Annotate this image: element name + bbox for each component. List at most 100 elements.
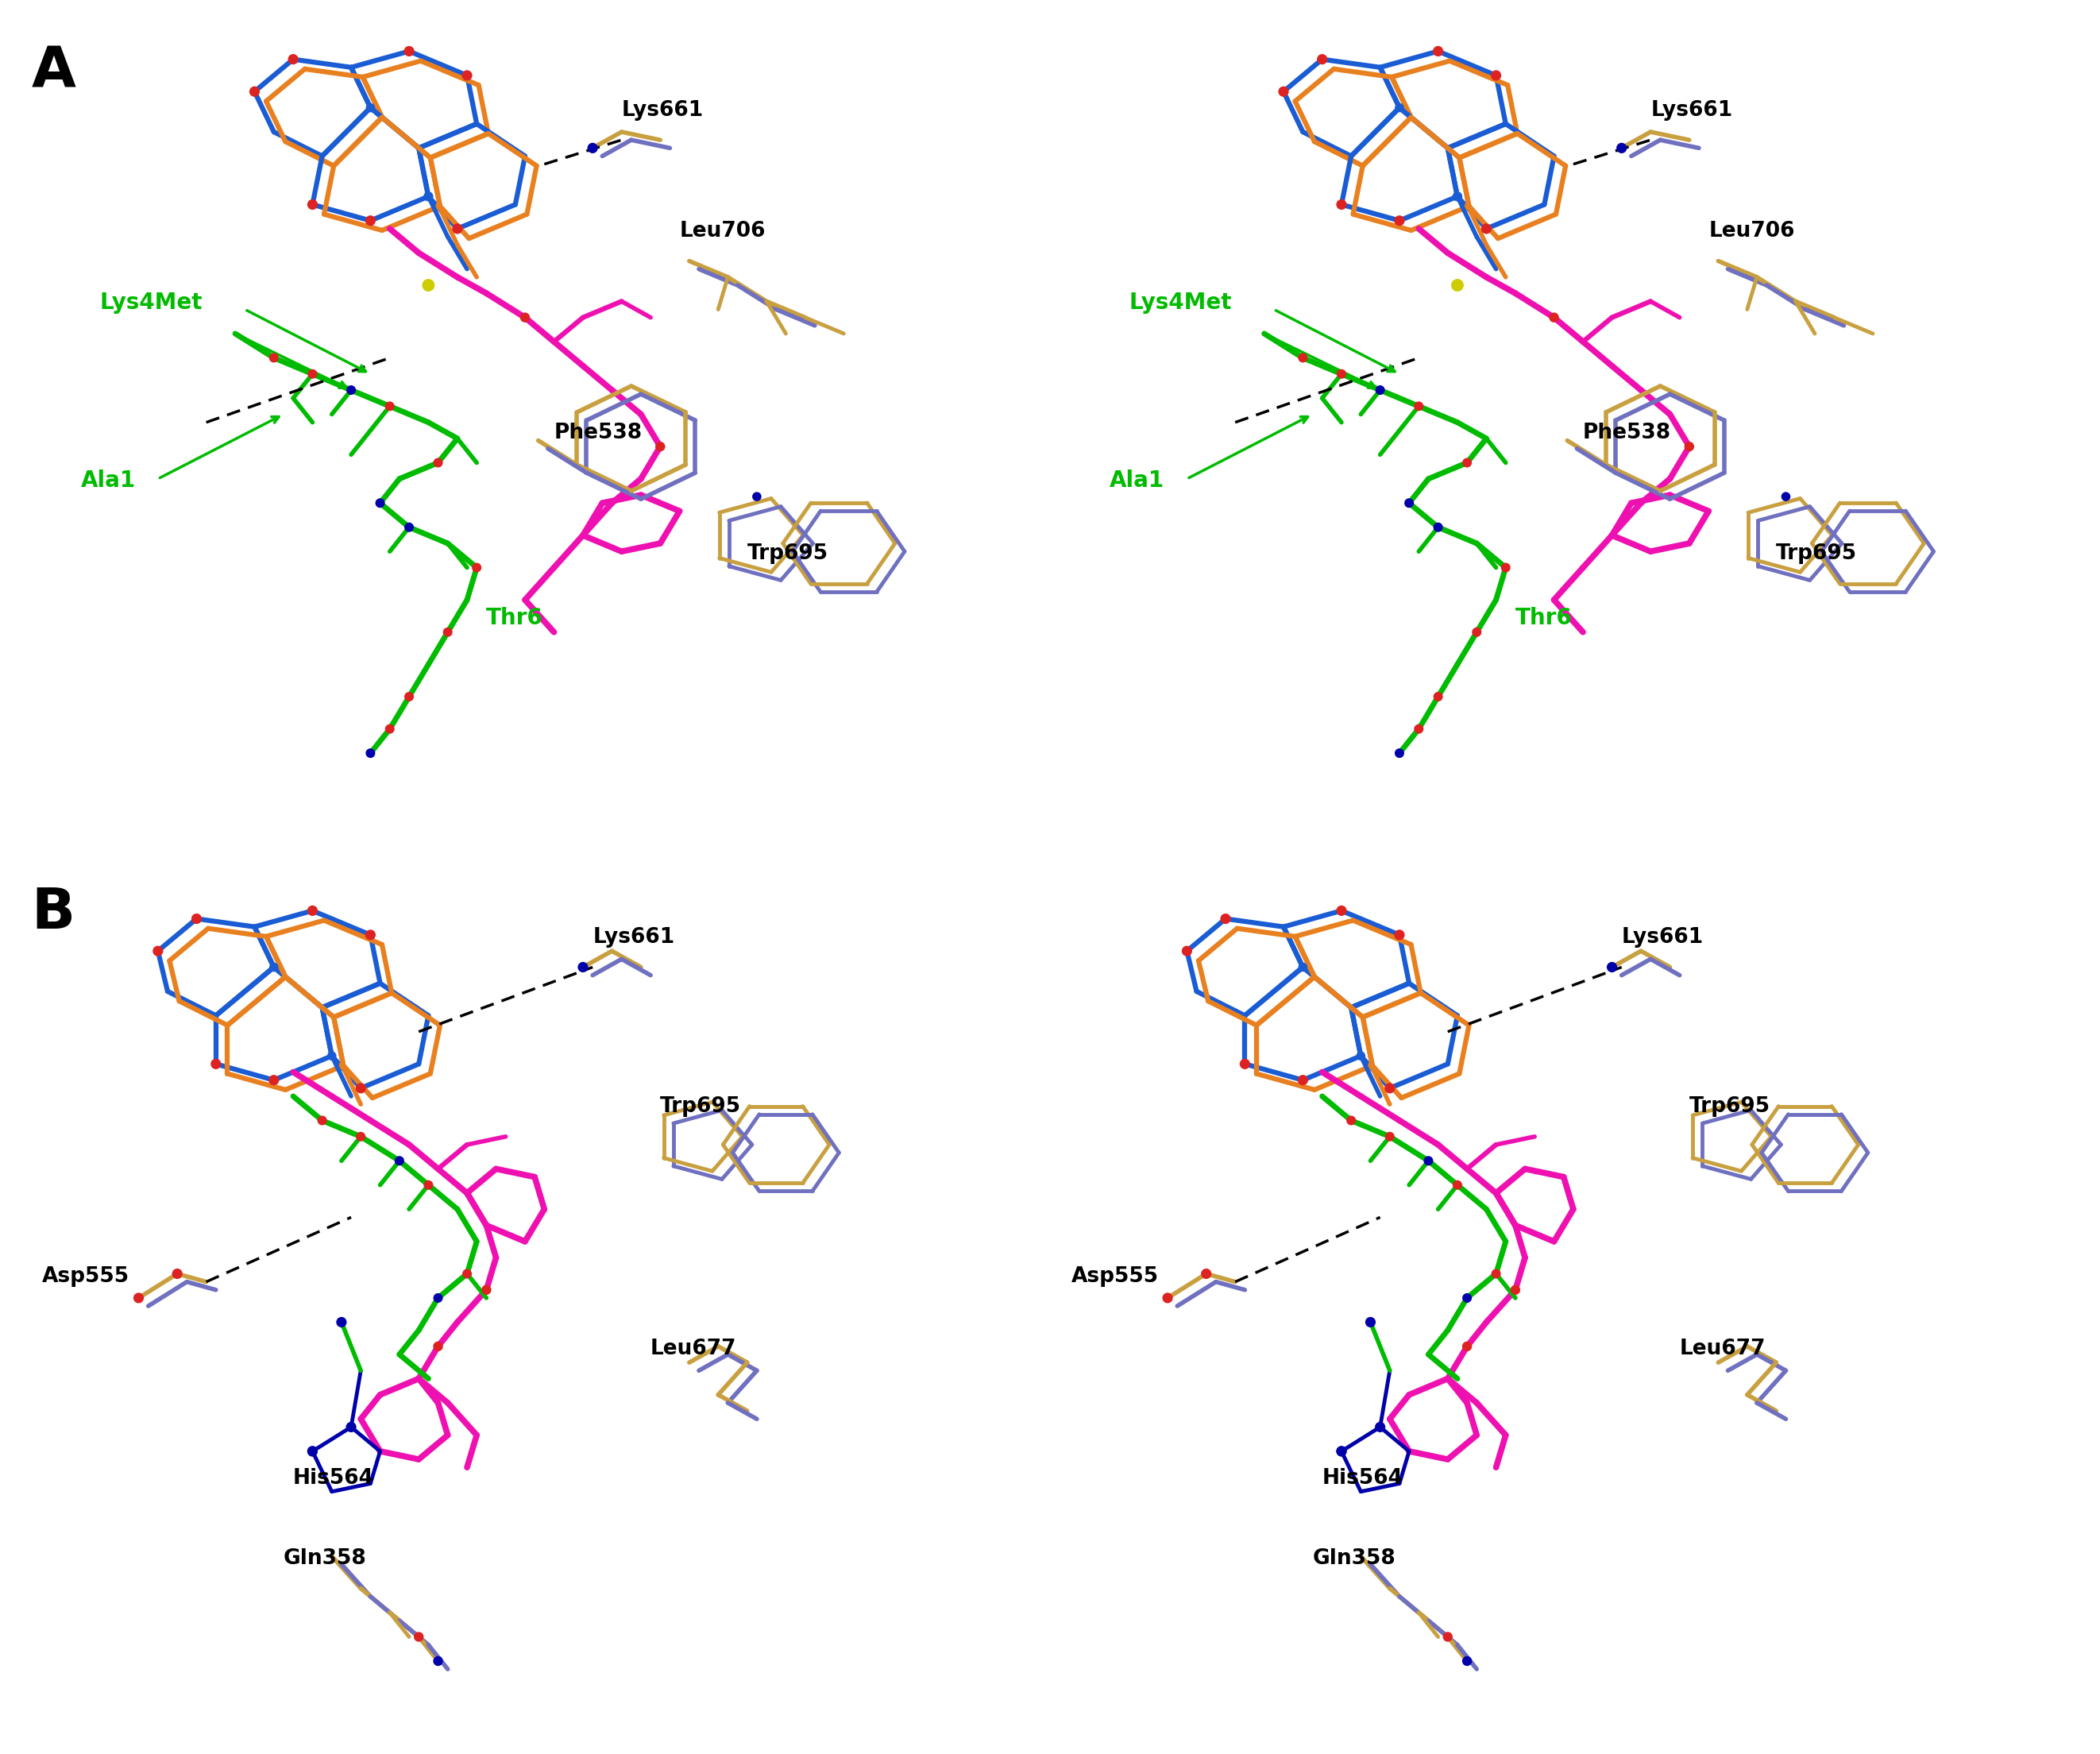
Point xyxy=(374,716,407,744)
Point xyxy=(1489,554,1522,582)
Point xyxy=(1392,489,1426,517)
Point xyxy=(1189,1259,1222,1287)
Point xyxy=(1373,1123,1407,1151)
Text: Lys661: Lys661 xyxy=(622,100,704,121)
Text: A: A xyxy=(31,44,76,98)
Point xyxy=(374,393,407,421)
Point xyxy=(382,1147,416,1175)
Text: Trp695: Trp695 xyxy=(1777,544,1856,565)
Point xyxy=(353,207,386,235)
Point xyxy=(353,93,386,121)
Text: Lys661: Lys661 xyxy=(1651,100,1733,121)
Text: Thr6: Thr6 xyxy=(1516,607,1573,630)
Point xyxy=(200,1051,233,1079)
Point xyxy=(393,682,426,710)
Point xyxy=(277,46,311,74)
Text: His564: His564 xyxy=(1323,1468,1403,1489)
Point xyxy=(1451,449,1485,477)
Point xyxy=(1210,905,1243,933)
Point xyxy=(1285,952,1319,980)
Point xyxy=(344,1123,378,1151)
Point xyxy=(393,37,426,65)
Point xyxy=(1151,1284,1184,1312)
Point xyxy=(1325,360,1359,388)
Point xyxy=(334,1414,368,1442)
Point xyxy=(1382,207,1415,235)
Point xyxy=(1228,1051,1262,1079)
Point xyxy=(1451,1284,1485,1312)
Point xyxy=(1363,375,1397,403)
Text: Leu706: Leu706 xyxy=(680,221,766,242)
Point xyxy=(1460,617,1493,645)
Point xyxy=(1373,1073,1407,1102)
Text: Phe538: Phe538 xyxy=(554,423,643,444)
Text: His564: His564 xyxy=(294,1468,374,1489)
Point xyxy=(122,1284,155,1312)
Point xyxy=(441,214,475,242)
Point xyxy=(422,1647,456,1675)
Point xyxy=(422,1333,456,1361)
Text: Leu706: Leu706 xyxy=(1709,221,1796,242)
Text: Lys661: Lys661 xyxy=(1621,928,1703,947)
Point xyxy=(296,1437,330,1465)
Point xyxy=(1430,1622,1464,1651)
Point xyxy=(237,77,271,105)
Point xyxy=(353,921,386,949)
Point xyxy=(1499,1275,1533,1303)
Text: Lys4Met: Lys4Met xyxy=(101,291,204,314)
Text: Ala1: Ala1 xyxy=(1109,470,1166,491)
Point xyxy=(1334,1107,1367,1135)
Point xyxy=(256,344,290,372)
Point xyxy=(412,182,445,210)
Point xyxy=(296,896,330,924)
Point xyxy=(643,433,676,461)
Point xyxy=(1672,433,1705,461)
Point xyxy=(1325,896,1359,924)
Text: Thr6: Thr6 xyxy=(487,607,544,630)
Point xyxy=(412,1172,445,1200)
Point xyxy=(430,617,464,645)
Point xyxy=(1768,482,1802,510)
Point xyxy=(1441,1172,1474,1200)
Text: Gln358: Gln358 xyxy=(1312,1549,1396,1570)
Point xyxy=(1285,344,1319,372)
Point xyxy=(401,1622,435,1651)
Text: Asp555: Asp555 xyxy=(1071,1266,1159,1287)
Text: Lys661: Lys661 xyxy=(592,928,674,947)
Text: Phe538: Phe538 xyxy=(1583,423,1672,444)
Point xyxy=(1478,61,1512,89)
Point xyxy=(353,738,386,766)
Point xyxy=(256,1066,290,1094)
Point xyxy=(181,905,214,933)
Point xyxy=(1596,952,1630,980)
Text: Leu677: Leu677 xyxy=(1680,1338,1766,1359)
Point xyxy=(567,952,601,980)
Text: Lys4Met: Lys4Met xyxy=(1130,291,1233,314)
Point xyxy=(1451,1647,1485,1675)
Point xyxy=(296,191,330,219)
Point xyxy=(304,1107,338,1135)
Point xyxy=(449,61,483,89)
Point xyxy=(1478,1259,1512,1287)
Text: Leu677: Leu677 xyxy=(651,1338,737,1359)
Point xyxy=(422,1284,456,1312)
Point xyxy=(1382,921,1415,949)
Point xyxy=(1403,393,1436,421)
Point xyxy=(1382,738,1415,766)
Point xyxy=(296,360,330,388)
Point xyxy=(412,272,445,300)
Point xyxy=(1403,716,1436,744)
Point xyxy=(1422,37,1455,65)
Point xyxy=(393,514,426,542)
Point xyxy=(1344,1042,1378,1070)
Point xyxy=(460,554,493,582)
Point xyxy=(422,449,456,477)
Point xyxy=(1441,182,1474,210)
Point xyxy=(363,489,397,517)
Point xyxy=(1411,1147,1445,1175)
Point xyxy=(344,1073,378,1102)
Point xyxy=(1325,191,1359,219)
Point xyxy=(141,937,174,965)
Text: B: B xyxy=(31,886,76,940)
Point xyxy=(315,1042,349,1070)
